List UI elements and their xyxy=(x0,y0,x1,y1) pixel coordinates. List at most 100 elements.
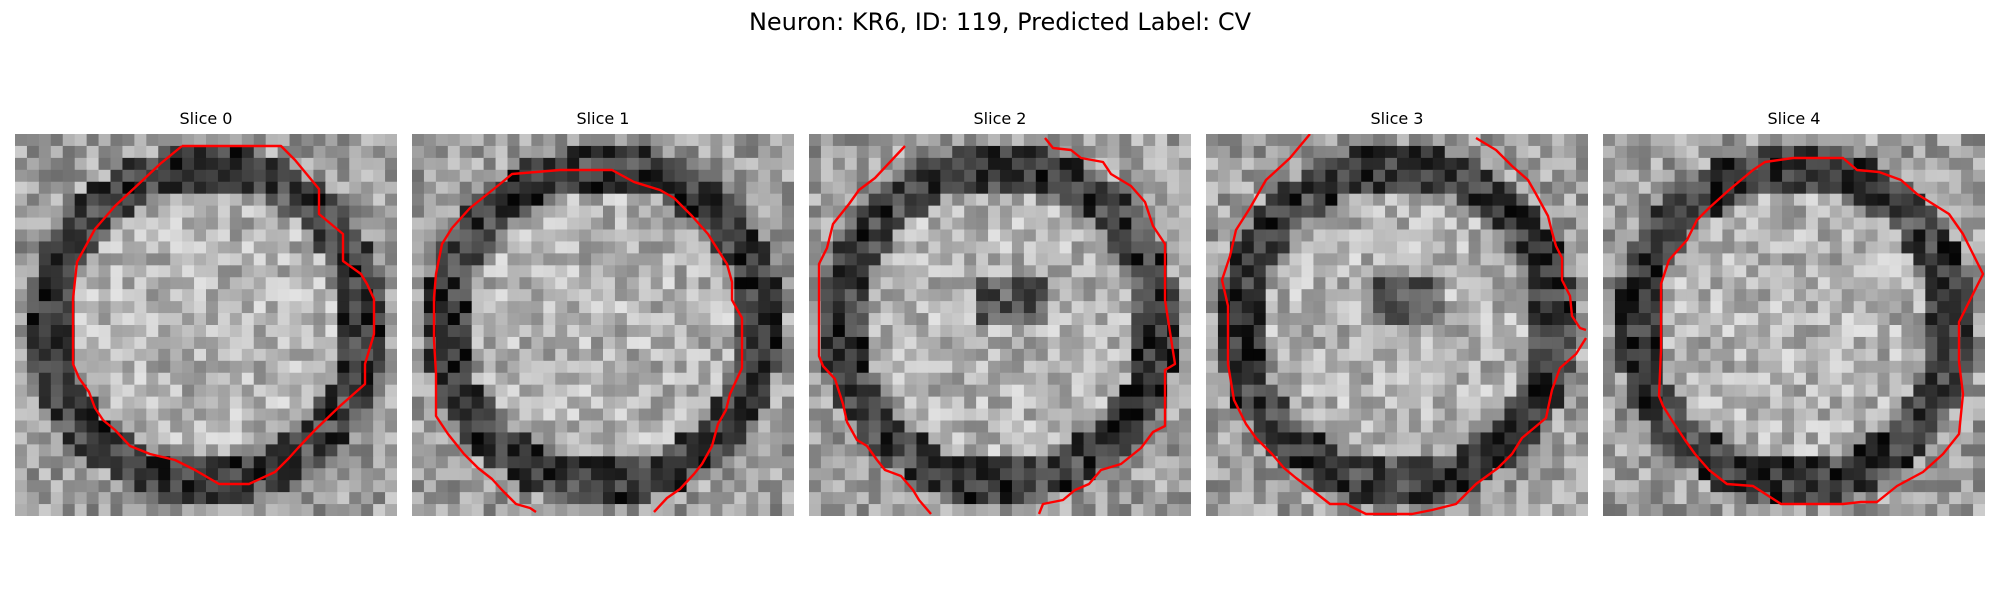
pixel xyxy=(1492,432,1505,445)
pixel xyxy=(1155,432,1168,445)
pixel xyxy=(1841,265,1855,278)
pixel xyxy=(1973,157,1985,171)
pixel xyxy=(650,396,664,410)
pixel xyxy=(770,277,783,290)
pixel xyxy=(206,444,219,457)
pixel xyxy=(722,420,735,433)
pixel xyxy=(1650,229,1664,242)
pixel xyxy=(844,396,858,410)
pixel xyxy=(710,325,723,338)
pixel xyxy=(734,396,747,410)
pixel xyxy=(567,313,580,326)
pixel xyxy=(110,372,123,386)
pixel xyxy=(182,492,195,505)
pixel xyxy=(158,157,171,171)
pixel xyxy=(471,492,485,505)
pixel xyxy=(940,432,953,445)
pixel xyxy=(591,313,604,326)
pixel xyxy=(483,336,497,350)
pixel xyxy=(253,336,267,350)
pixel xyxy=(1420,492,1434,505)
pixel xyxy=(1206,229,1219,242)
pixel xyxy=(194,217,207,230)
pixel xyxy=(194,205,207,219)
pixel xyxy=(471,157,485,171)
pixel xyxy=(241,265,255,278)
pixel xyxy=(1337,372,1350,386)
pixel xyxy=(603,289,616,302)
pixel xyxy=(782,336,794,350)
pixel xyxy=(1444,217,1458,230)
pixel xyxy=(253,348,267,362)
pixel xyxy=(1758,456,1771,469)
pixel xyxy=(880,169,894,183)
pixel xyxy=(674,504,688,516)
pixel xyxy=(349,432,362,445)
pixel xyxy=(1325,396,1338,410)
pixel xyxy=(15,492,28,505)
pixel xyxy=(412,313,425,326)
pixel xyxy=(1059,169,1073,183)
pixel xyxy=(483,444,497,457)
pixel xyxy=(832,157,846,171)
pixel xyxy=(1758,181,1771,195)
pixel xyxy=(1746,408,1759,421)
pixel xyxy=(1614,420,1628,433)
pixel xyxy=(988,241,1001,254)
pixel xyxy=(423,360,437,374)
pixel xyxy=(952,313,965,326)
pixel xyxy=(1638,336,1652,350)
pixel xyxy=(1614,396,1628,410)
pixel xyxy=(1614,456,1628,469)
pixel xyxy=(289,301,302,314)
pixel xyxy=(62,480,76,493)
pixel xyxy=(447,325,461,338)
pixel xyxy=(952,134,965,147)
pixel xyxy=(519,348,532,362)
pixel xyxy=(459,241,473,254)
pixel xyxy=(110,241,123,254)
pixel xyxy=(253,241,267,254)
pixel xyxy=(86,360,100,374)
pixel xyxy=(134,265,147,278)
slice-3-contour-right xyxy=(1475,136,1587,332)
pixel xyxy=(1456,336,1470,350)
pixel xyxy=(1179,456,1191,469)
pixel xyxy=(1059,289,1073,302)
pixel xyxy=(591,193,604,207)
pixel xyxy=(38,193,52,207)
pixel xyxy=(1301,444,1314,457)
pixel xyxy=(1277,301,1291,314)
pixel xyxy=(940,372,953,386)
pixel xyxy=(1805,241,1819,254)
pixel xyxy=(1325,265,1338,278)
pixel xyxy=(579,504,592,516)
pixel xyxy=(698,277,711,290)
pixel xyxy=(373,169,386,183)
pixel xyxy=(940,504,953,516)
pixel xyxy=(1468,205,1482,219)
pixel xyxy=(217,396,231,410)
pixel xyxy=(1686,134,1699,147)
pixel xyxy=(26,301,40,314)
pixel xyxy=(662,480,676,493)
pixel xyxy=(555,181,568,195)
pixel xyxy=(1552,313,1565,326)
pixel xyxy=(555,169,568,183)
pixel xyxy=(412,181,425,195)
pixel xyxy=(507,456,520,469)
pixel xyxy=(385,301,397,314)
pixel xyxy=(976,205,989,219)
pixel xyxy=(385,336,397,350)
pixel xyxy=(1107,432,1120,445)
pixel xyxy=(507,432,520,445)
pixel xyxy=(435,468,449,481)
pixel xyxy=(1528,444,1541,457)
pixel xyxy=(435,372,449,386)
pixel xyxy=(182,444,195,457)
pixel xyxy=(543,384,556,398)
pixel xyxy=(1167,480,1180,493)
pixel xyxy=(1889,289,1902,302)
pixel xyxy=(892,181,905,195)
pixel xyxy=(1337,265,1350,278)
